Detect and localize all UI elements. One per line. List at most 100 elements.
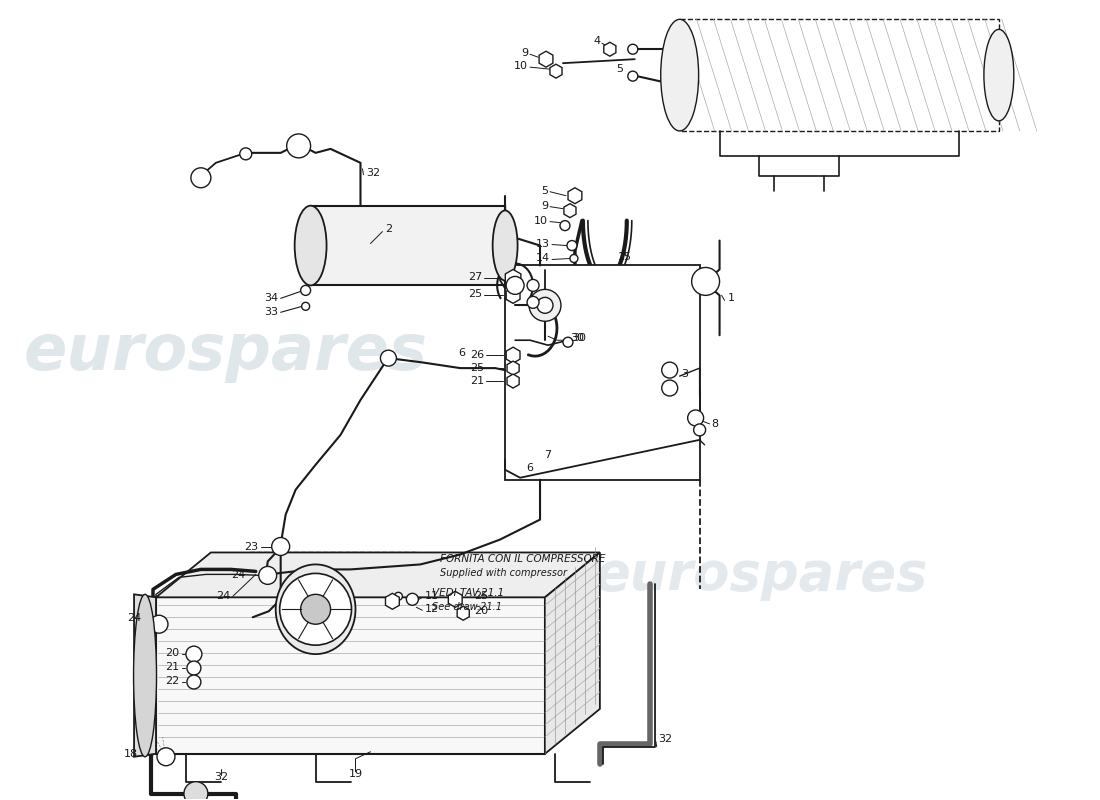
Circle shape [381,350,396,366]
Text: 9: 9 [521,48,528,58]
Text: 25: 25 [474,591,488,602]
Circle shape [187,661,201,675]
Circle shape [150,615,168,633]
Text: 24: 24 [231,570,245,580]
Text: 20: 20 [474,606,488,616]
Text: 5: 5 [541,186,548,196]
Circle shape [272,538,289,555]
Circle shape [662,380,678,396]
Circle shape [395,592,403,600]
Text: eurospares: eurospares [594,550,927,602]
Circle shape [406,594,418,606]
Circle shape [563,338,573,347]
Circle shape [301,302,309,310]
Text: 14: 14 [536,254,550,263]
Polygon shape [506,287,520,303]
Circle shape [184,782,208,800]
Text: 15: 15 [618,251,631,262]
Circle shape [570,254,578,262]
Text: Supplied with compressor: Supplied with compressor [440,568,568,578]
Ellipse shape [493,210,518,281]
Text: 30: 30 [572,334,586,343]
Text: 1: 1 [727,294,735,303]
Polygon shape [604,42,616,56]
Text: eurospares: eurospares [23,321,427,383]
Circle shape [692,267,719,295]
Circle shape [287,134,310,158]
Text: 10: 10 [534,216,548,226]
Bar [310,206,505,286]
Circle shape [300,286,310,295]
Circle shape [662,362,678,378]
Text: 24: 24 [126,614,141,623]
Text: 8: 8 [712,419,718,429]
Text: 3: 3 [682,369,689,379]
Circle shape [279,574,352,645]
Circle shape [628,71,638,81]
Polygon shape [568,188,582,204]
Text: 27: 27 [468,273,482,282]
Circle shape [191,168,211,188]
Text: 4: 4 [593,36,601,46]
Circle shape [529,290,561,322]
Polygon shape [506,347,520,363]
Circle shape [628,44,638,54]
Text: 25: 25 [470,363,484,373]
Text: 22: 22 [165,676,179,686]
Text: 26: 26 [470,350,484,360]
Polygon shape [507,374,519,388]
Ellipse shape [276,565,355,654]
Bar [156,598,544,754]
Circle shape [566,241,576,250]
Text: 34: 34 [265,294,278,303]
Text: 18: 18 [124,749,138,758]
Text: 10: 10 [514,61,528,71]
Circle shape [694,424,705,436]
Text: 5: 5 [616,64,624,74]
Text: 20: 20 [165,648,179,658]
Polygon shape [539,51,553,67]
Polygon shape [544,553,600,754]
Text: 13: 13 [536,238,550,249]
Circle shape [537,298,553,314]
Polygon shape [505,270,521,287]
Text: See draw.21.1: See draw.21.1 [432,602,503,612]
Polygon shape [550,64,562,78]
Text: 32: 32 [213,772,228,782]
Polygon shape [385,594,399,610]
Text: 6: 6 [459,348,465,358]
Text: 25: 25 [468,290,482,299]
Polygon shape [458,606,470,620]
Polygon shape [507,361,519,375]
Circle shape [688,410,704,426]
Text: 21: 21 [165,662,179,672]
Circle shape [300,594,331,624]
Text: 32: 32 [658,734,672,744]
Polygon shape [449,591,462,607]
Text: VEDI TAV.21.1: VEDI TAV.21.1 [432,588,505,598]
Text: 2: 2 [385,223,393,234]
Ellipse shape [661,19,698,131]
Bar [505,266,700,480]
Circle shape [506,277,524,294]
Text: 33: 33 [265,307,278,318]
Circle shape [527,279,539,291]
Text: 21: 21 [470,376,484,386]
Text: 7: 7 [544,450,551,460]
Circle shape [240,148,252,160]
Text: 23: 23 [244,542,258,553]
Text: 32: 32 [366,168,381,178]
Text: 12: 12 [426,604,439,614]
Text: FORNITA CON IL COMPRESSORE: FORNITA CON IL COMPRESSORE [440,554,606,565]
Text: 24: 24 [217,591,231,602]
Text: 6: 6 [527,462,534,473]
Circle shape [157,748,175,766]
Polygon shape [134,594,156,757]
Circle shape [186,646,202,662]
Circle shape [560,221,570,230]
Bar [680,19,999,131]
Text: 9: 9 [541,201,548,210]
Ellipse shape [983,30,1014,121]
Circle shape [187,675,201,689]
Text: 19: 19 [349,769,363,778]
